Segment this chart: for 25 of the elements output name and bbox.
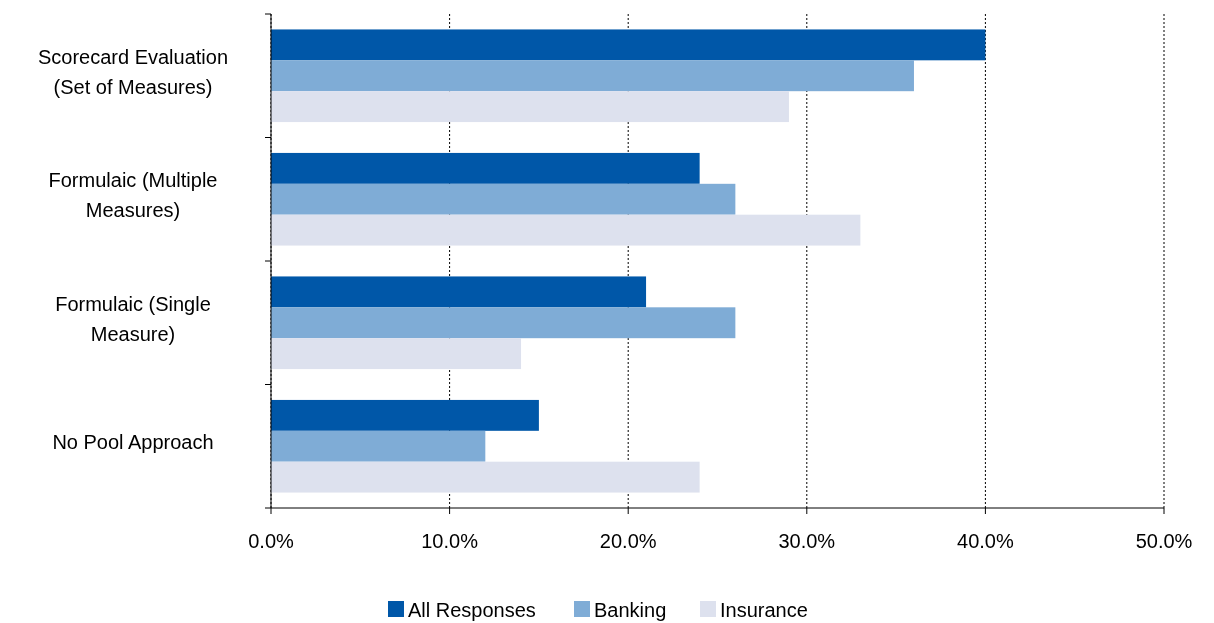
- x-tick-label: 0.0%: [248, 530, 295, 552]
- y-tick-label: Scorecard Evaluation (Set of Measures): [37, 45, 229, 98]
- bar: [271, 338, 522, 370]
- bar: [271, 60, 914, 92]
- y-tick-label: Formulaic (Multiple Measures): [48, 169, 218, 222]
- bar: [271, 399, 539, 431]
- bar: [271, 461, 700, 493]
- legend-label: Banking: [594, 599, 667, 621]
- bar: [271, 152, 700, 184]
- bar: [271, 183, 736, 215]
- bar: [271, 214, 861, 246]
- bar: [271, 430, 486, 462]
- y-tick-label: Formulaic (Single Measure): [55, 292, 211, 345]
- bar: [271, 307, 736, 339]
- legend-label: Insurance: [720, 599, 808, 621]
- bar: [271, 29, 986, 61]
- x-tick-label: 10.0%: [421, 530, 479, 552]
- x-tick-label: 50.0%: [1135, 530, 1193, 552]
- x-tick-label: 20.0%: [599, 530, 657, 552]
- x-tick-label: 30.0%: [778, 530, 836, 552]
- legend-label: All Responses: [408, 599, 536, 621]
- bar: [271, 91, 789, 123]
- x-tick-label: 40.0%: [957, 530, 1014, 552]
- bar: [271, 276, 647, 308]
- y-tick-label: No Pool Approach: [52, 431, 214, 454]
